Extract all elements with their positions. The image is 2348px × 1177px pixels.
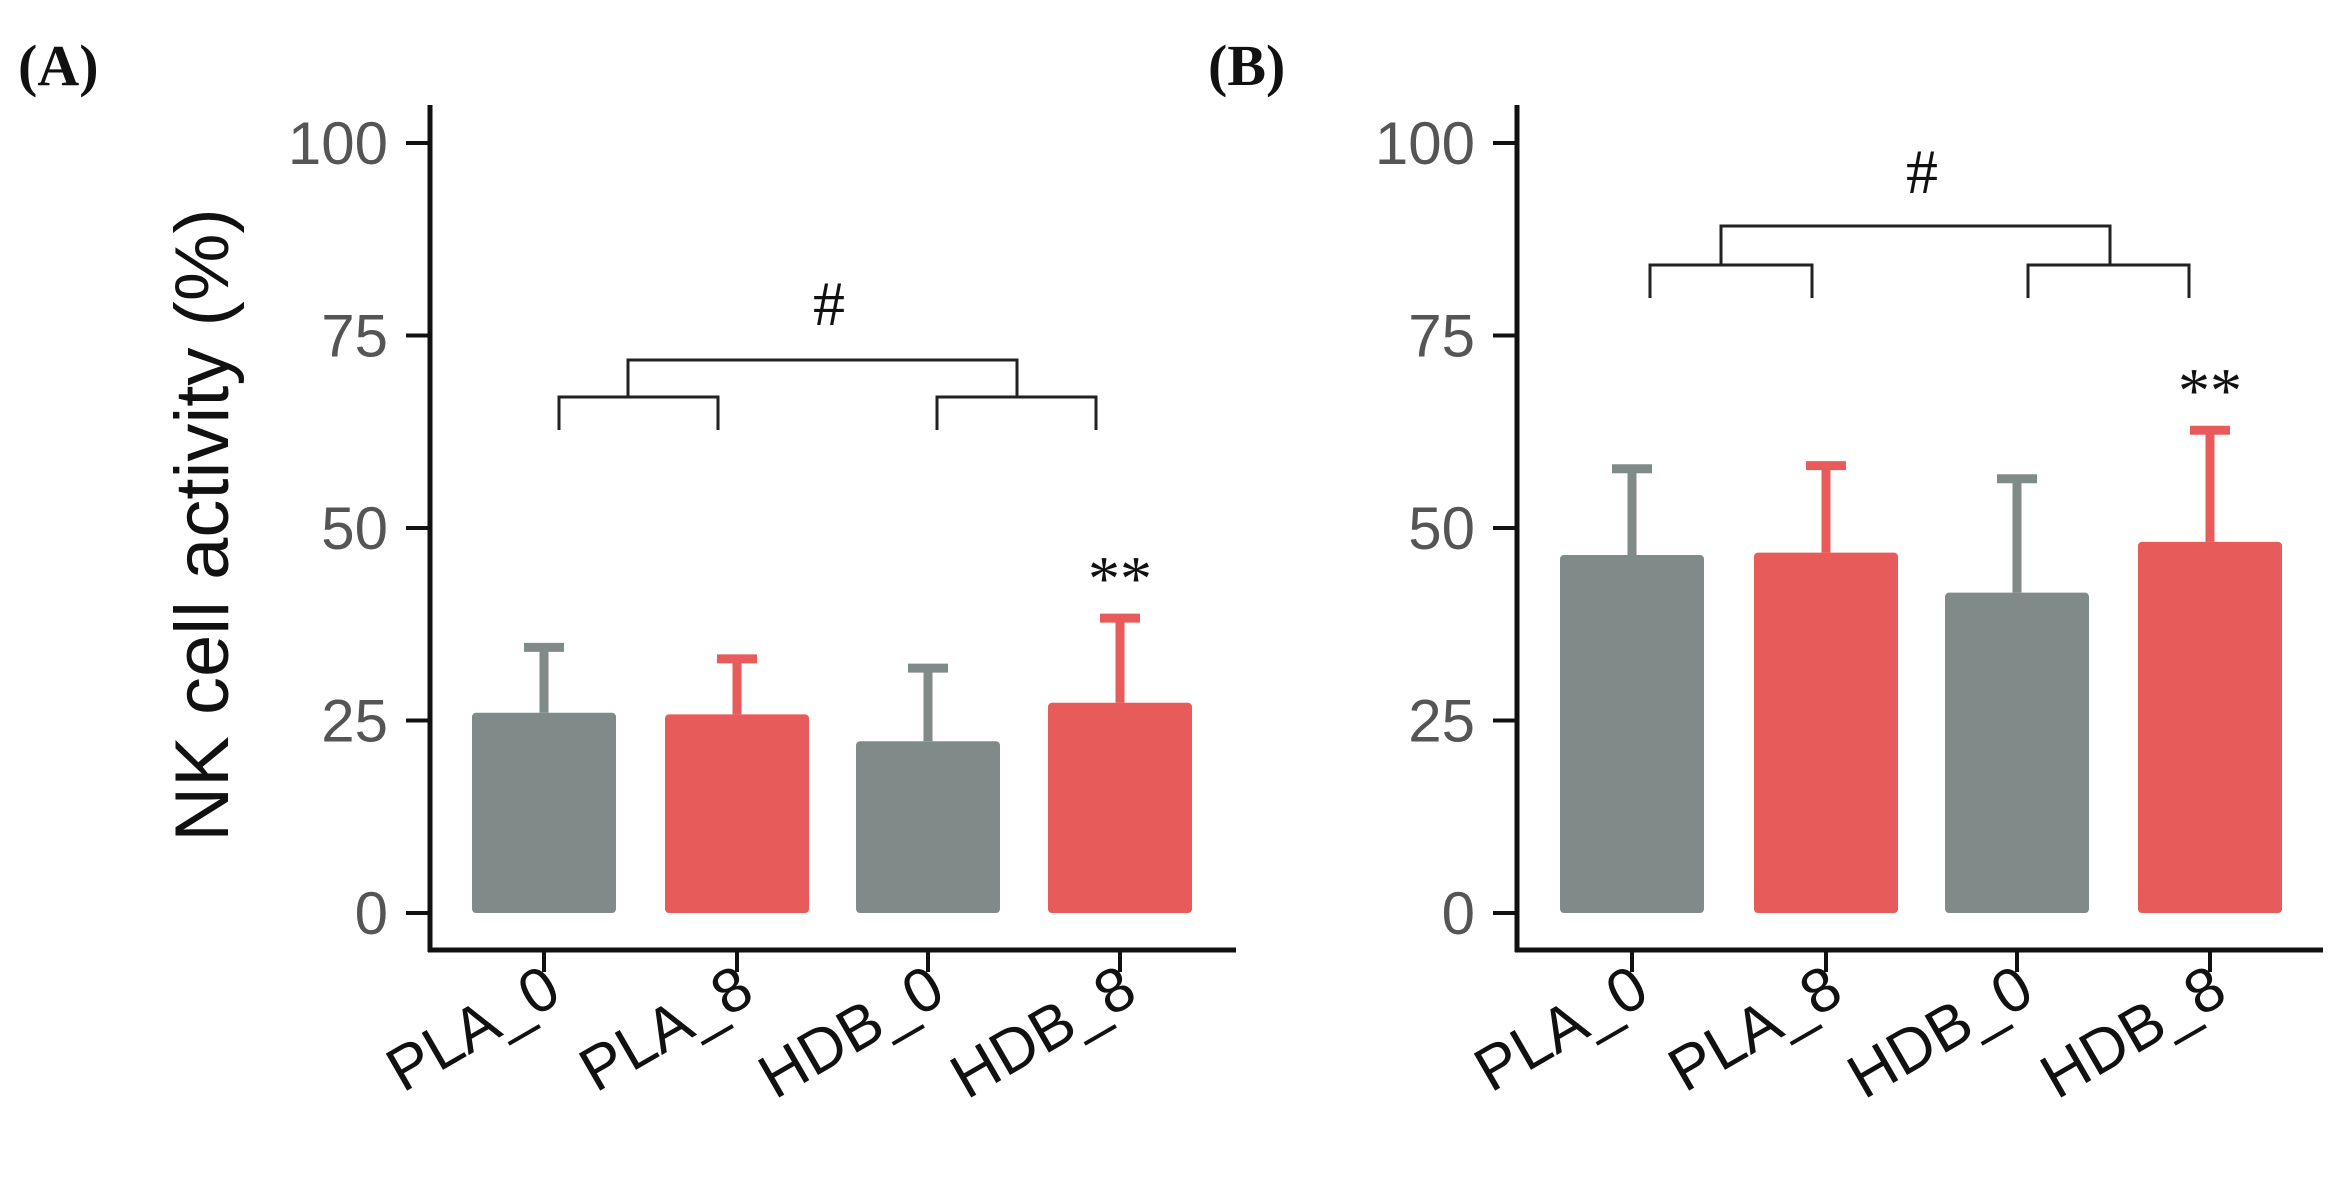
y-tick-label: 50 [1408, 495, 1475, 562]
bar-pla-0 [472, 712, 616, 913]
y-tick-label: 25 [321, 688, 388, 755]
bar-hdb-0 [856, 741, 1000, 913]
y-tick-label: 50 [321, 495, 388, 562]
panel-a: (A) NK cell activity (%) ** 0 25 50 75 100 P… [18, 33, 1236, 1112]
bars-a [472, 702, 1192, 913]
x-tick-label: HDB_8 [939, 952, 1147, 1112]
bracket-pla-b [1648, 263, 1814, 298]
hash-label-a: # [813, 268, 845, 339]
y-tick-label: 25 [1408, 688, 1475, 755]
y-tick-label: 75 [1408, 303, 1475, 370]
y-axis-title: NK cell activity (%) [160, 208, 245, 841]
bar-hdb-0 [1945, 592, 2089, 913]
x-tick-label: PLA_0 [1463, 952, 1659, 1105]
bracket-pla-a [557, 395, 720, 430]
bar-hdb-8 [2138, 541, 2282, 913]
bar-hdb-8 [1048, 702, 1192, 913]
error-bars-a: ** [524, 543, 1152, 742]
y-tick-label: 100 [288, 110, 388, 177]
bars-b [1560, 541, 2282, 913]
y-ticks-b: 0 25 50 75 100 [1375, 110, 1517, 947]
bracket-group-b [1719, 224, 2112, 265]
x-tick-label: PLA_8 [1657, 952, 1853, 1105]
hash-label-b: # [1906, 136, 1938, 207]
bar-pla-8 [665, 714, 809, 913]
significance-mark: ** [2178, 355, 2242, 426]
significance-brackets-b: # [1648, 136, 2191, 298]
panel-label-b: (B) [1208, 33, 1285, 98]
bracket-group-a [626, 358, 1019, 397]
significance-mark: ** [1088, 543, 1152, 614]
x-tick-label: HDB_8 [2029, 952, 2237, 1112]
y-tick-label: 75 [321, 303, 388, 370]
error-bars-b: ** [1612, 355, 2242, 593]
bar-pla-0 [1560, 554, 1704, 913]
x-tick-label: PLA_0 [375, 952, 571, 1105]
bar-pla-8 [1754, 552, 1898, 913]
significance-brackets-a: # [557, 268, 1098, 430]
y-tick-label: 100 [1375, 110, 1475, 177]
y-tick-label: 0 [1442, 880, 1475, 947]
y-ticks-a: 0 25 50 75 100 [288, 110, 430, 947]
panel-label-a: (A) [18, 33, 99, 98]
x-tick-label: HDB_0 [1836, 952, 2044, 1112]
bracket-hdb-a [935, 395, 1098, 430]
x-tick-label: PLA_8 [568, 952, 764, 1105]
x-tick-label: HDB_0 [747, 952, 955, 1112]
bracket-hdb-b [2026, 263, 2191, 298]
y-tick-label: 0 [355, 880, 388, 947]
